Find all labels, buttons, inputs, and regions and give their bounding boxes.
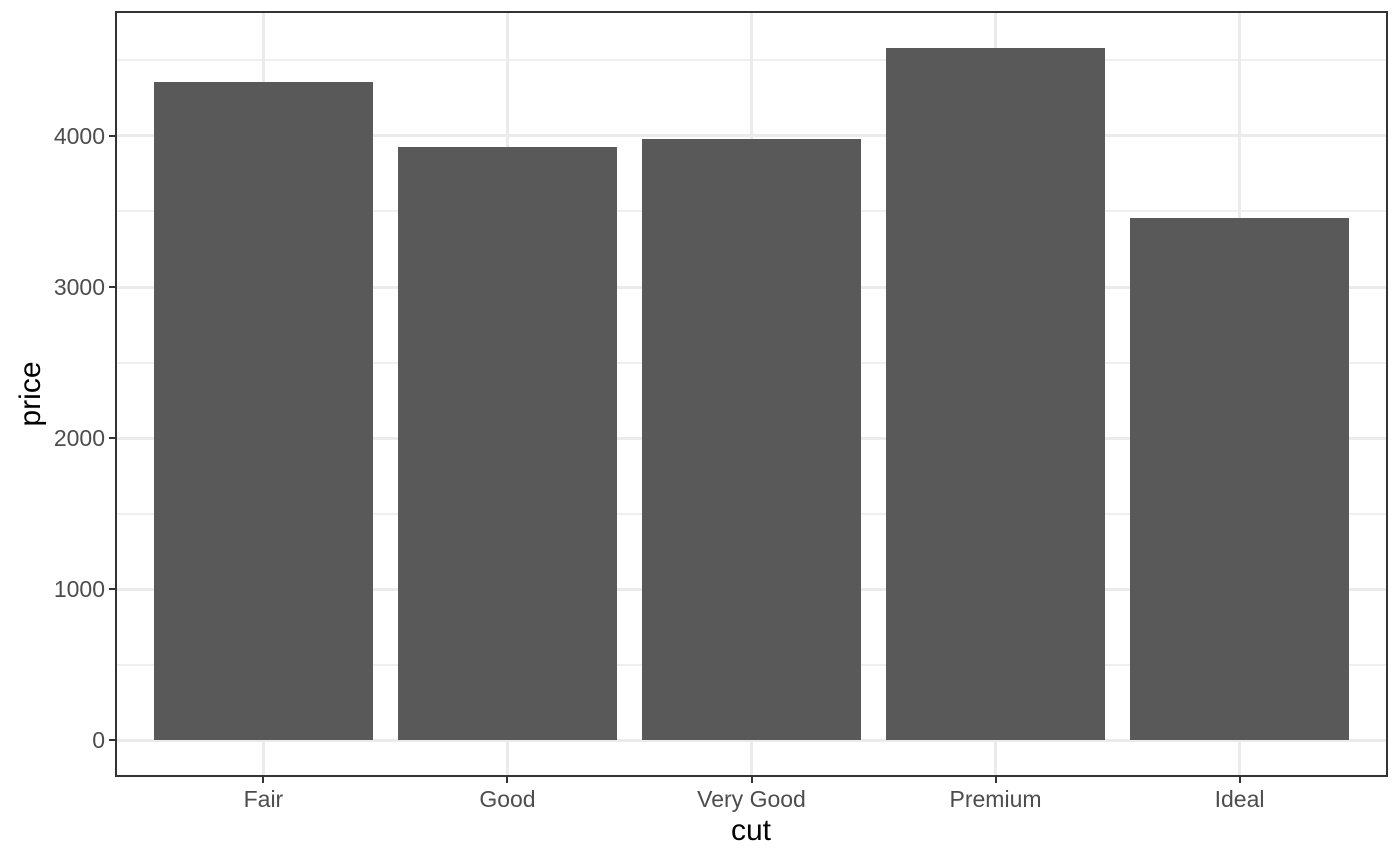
x-tick-label-fair: Fair <box>243 786 284 812</box>
y-tick-mark <box>109 588 117 591</box>
x-tick-label-premium: Premium <box>949 786 1042 812</box>
bar-very-good <box>641 138 862 741</box>
x-tick-label-very-good: Very Good <box>697 786 806 812</box>
y-tick-label: 3000 <box>53 274 105 301</box>
y-tick-mark <box>109 286 117 289</box>
bar-fair <box>153 81 374 741</box>
y-tick-label: 4000 <box>53 122 105 149</box>
y-tick-mark <box>109 437 117 440</box>
x-tick-mark-ideal <box>1238 775 1241 783</box>
y-tick-label: 0 <box>92 727 105 754</box>
x-tick-mark-fair <box>262 775 265 783</box>
x-axis-title: cut <box>730 814 772 847</box>
x-tick-mark-very-good <box>750 775 753 783</box>
y-tick-mark <box>109 134 117 137</box>
x-tick-mark-premium <box>994 775 997 783</box>
y-axis-title: price <box>14 361 47 427</box>
y-tick-label: 2000 <box>53 425 105 452</box>
y-tick-label: 1000 <box>53 576 105 603</box>
bar-ideal <box>1129 217 1350 741</box>
x-tick-label-good: Good <box>479 786 536 812</box>
bar-premium <box>885 47 1106 741</box>
y-tick-mark <box>109 739 117 742</box>
x-tick-label-ideal: Ideal <box>1214 786 1265 812</box>
bar-good <box>397 146 618 741</box>
x-tick-mark-good <box>506 775 509 783</box>
